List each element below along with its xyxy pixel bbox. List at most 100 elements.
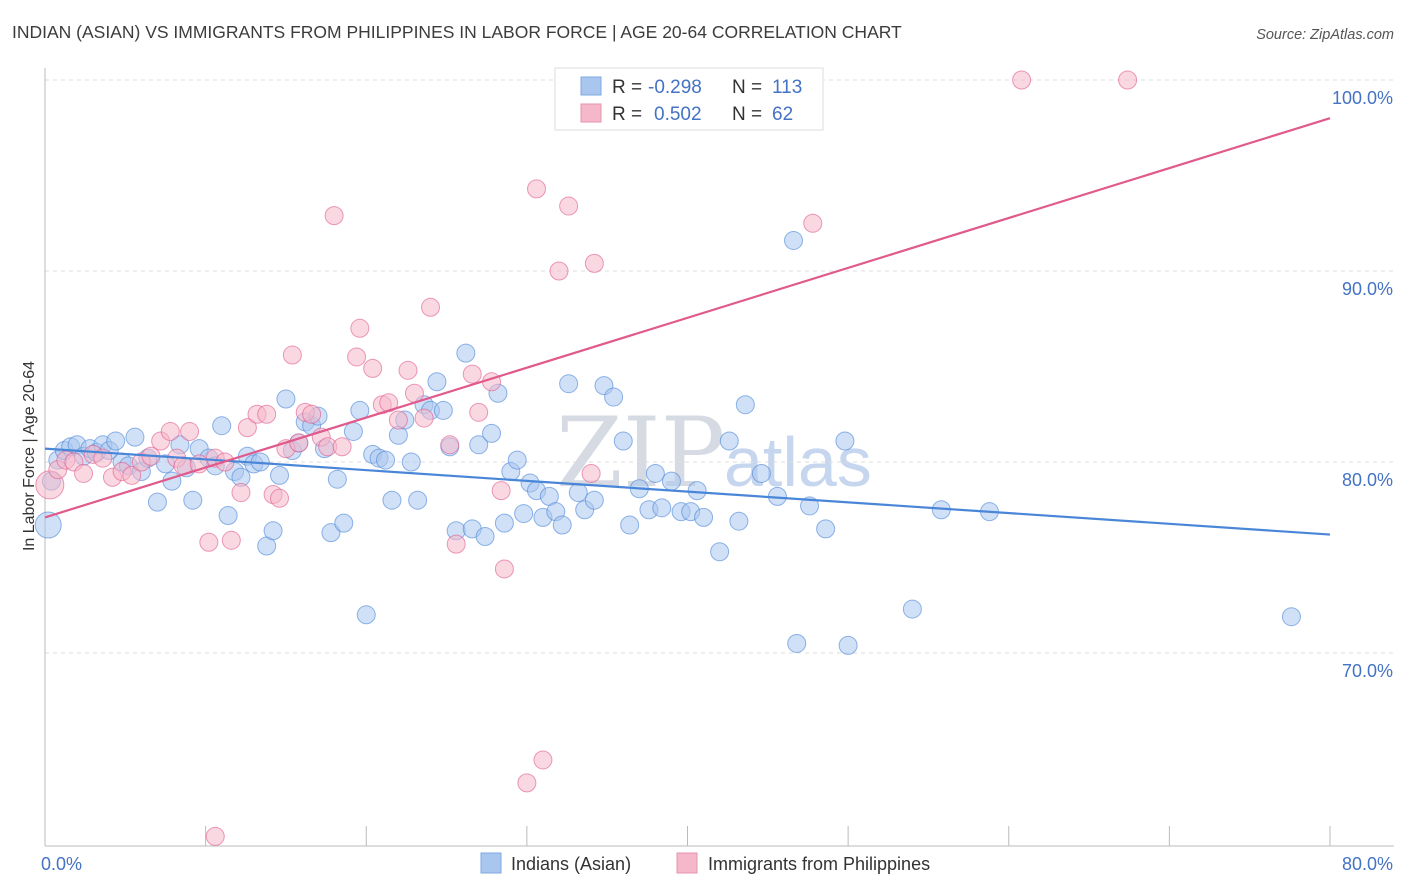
point-indians-asian-82 bbox=[584, 490, 604, 510]
point-indians-asian-107 bbox=[838, 635, 858, 655]
point-indians-asian-0 bbox=[34, 511, 62, 539]
point-indians-asian-99 bbox=[735, 395, 755, 415]
point-philippines-13 bbox=[160, 421, 180, 441]
point-indians-asian-84 bbox=[604, 387, 624, 407]
point-indians-asian-111 bbox=[1281, 607, 1301, 627]
point-indians-asian-69 bbox=[494, 513, 514, 533]
point-indians-asian-52 bbox=[382, 490, 402, 510]
point-indians-asian-98 bbox=[729, 511, 749, 531]
point-indians-asian-65 bbox=[469, 435, 489, 455]
point-philippines-62 bbox=[803, 213, 823, 233]
point-philippines-22 bbox=[231, 483, 251, 503]
watermark: ZIP atlas bbox=[556, 397, 872, 509]
point-philippines-4 bbox=[74, 463, 94, 483]
series-philippines-points bbox=[35, 70, 1138, 846]
source-credit: Source: ZipAtlas.com bbox=[1256, 27, 1394, 43]
bottom-legend-label-philippines: Immigrants from Philippines bbox=[708, 854, 930, 874]
point-indians-asian-90 bbox=[652, 498, 672, 518]
legend-bottom: Indians (Asian) Immigrants from Philippi… bbox=[480, 852, 930, 874]
point-indians-asian-67 bbox=[482, 423, 502, 443]
point-philippines-18 bbox=[199, 532, 219, 552]
y-tick-label-80: 80.0% bbox=[1342, 470, 1393, 490]
point-philippines-29 bbox=[282, 345, 302, 365]
point-indians-asian-79 bbox=[559, 374, 579, 394]
point-indians-asian-44 bbox=[327, 469, 347, 489]
point-indians-asian-36 bbox=[276, 389, 296, 409]
point-philippines-21 bbox=[221, 530, 241, 550]
point-indians-asian-43 bbox=[321, 523, 341, 543]
point-indians-asian-14 bbox=[125, 427, 145, 447]
point-indians-asian-97 bbox=[719, 431, 739, 451]
point-philippines-38 bbox=[350, 318, 370, 338]
point-philippines-30 bbox=[289, 433, 309, 453]
point-philippines-41 bbox=[379, 393, 399, 413]
point-indians-asian-86 bbox=[620, 515, 640, 535]
point-indians-asian-105 bbox=[816, 519, 836, 539]
point-philippines-61 bbox=[205, 826, 225, 846]
y-axis-label: In Labor Force | Age 20-64 bbox=[21, 361, 38, 551]
point-indians-asian-104 bbox=[800, 496, 820, 516]
y-tick-label-70: 70.0% bbox=[1342, 661, 1393, 681]
point-indians-asian-19 bbox=[162, 471, 182, 491]
point-philippines-49 bbox=[462, 364, 482, 384]
bottom-legend-swatch-philippines bbox=[676, 852, 698, 874]
point-philippines-53 bbox=[494, 559, 514, 579]
point-philippines-45 bbox=[414, 408, 434, 428]
trend-line-philippines bbox=[44, 117, 1331, 519]
trend-lines bbox=[44, 117, 1331, 536]
point-indians-asian-46 bbox=[343, 421, 363, 441]
legend-r-label-2: R = bbox=[612, 104, 642, 125]
point-philippines-52 bbox=[491, 481, 511, 501]
point-philippines-36 bbox=[332, 437, 352, 457]
point-philippines-35 bbox=[324, 206, 344, 226]
point-indians-asian-71 bbox=[507, 450, 527, 470]
point-philippines-64 bbox=[1118, 70, 1138, 90]
legend-r-value-1: -0.298 bbox=[648, 77, 702, 98]
point-philippines-55 bbox=[527, 179, 547, 199]
point-indians-asian-27 bbox=[218, 505, 238, 525]
point-indians-asian-94 bbox=[687, 481, 707, 501]
point-indians-asian-17 bbox=[147, 492, 167, 512]
x-tick-label-min: 0.0% bbox=[41, 854, 82, 874]
point-indians-asian-51 bbox=[376, 450, 396, 470]
point-philippines-48 bbox=[446, 534, 466, 554]
point-indians-asian-48 bbox=[356, 605, 376, 625]
point-indians-asian-60 bbox=[433, 400, 453, 420]
y-tick-label-100: 100.0% bbox=[1332, 88, 1393, 108]
gridlines bbox=[45, 79, 1394, 654]
trend-line-indians-asian bbox=[44, 447, 1331, 536]
point-philippines-42 bbox=[388, 410, 408, 430]
point-indians-asian-106 bbox=[835, 431, 855, 451]
legend-n-value-1: 113 bbox=[772, 77, 802, 98]
point-indians-asian-95 bbox=[694, 507, 714, 527]
point-philippines-27 bbox=[270, 488, 290, 508]
point-indians-asian-59 bbox=[427, 372, 447, 392]
point-indians-asian-22 bbox=[183, 490, 203, 510]
y-tick-label-90: 90.0% bbox=[1342, 279, 1393, 299]
legend-swatch-blue bbox=[580, 76, 602, 96]
legend-swatch-pink bbox=[580, 103, 602, 123]
legend-r-value-2: 0.502 bbox=[654, 104, 702, 125]
point-indians-asian-55 bbox=[401, 452, 421, 472]
x-tick-marks bbox=[44, 826, 1331, 846]
point-philippines-46 bbox=[421, 297, 440, 317]
point-philippines-57 bbox=[549, 261, 569, 281]
legend-n-value-2: 62 bbox=[772, 104, 793, 125]
legend-top: R = -0.298 N = 113 R = 0.502 N = 62 bbox=[554, 67, 824, 131]
point-indians-asian-66 bbox=[475, 526, 495, 546]
legend-n-label-2: N = bbox=[732, 104, 762, 125]
point-philippines-25 bbox=[257, 404, 277, 424]
point-philippines-50 bbox=[469, 402, 489, 422]
point-indians-asian-26 bbox=[212, 416, 232, 436]
point-philippines-59 bbox=[581, 463, 601, 483]
point-philippines-54 bbox=[517, 773, 537, 793]
point-philippines-9 bbox=[122, 465, 142, 485]
point-philippines-63 bbox=[1012, 70, 1032, 90]
point-philippines-32 bbox=[302, 404, 322, 424]
point-indians-asian-35 bbox=[270, 465, 290, 485]
point-indians-asian-89 bbox=[645, 463, 665, 483]
point-philippines-58 bbox=[559, 196, 579, 216]
legend-n-label-1: N = bbox=[732, 77, 762, 98]
point-indians-asian-103 bbox=[787, 633, 807, 653]
